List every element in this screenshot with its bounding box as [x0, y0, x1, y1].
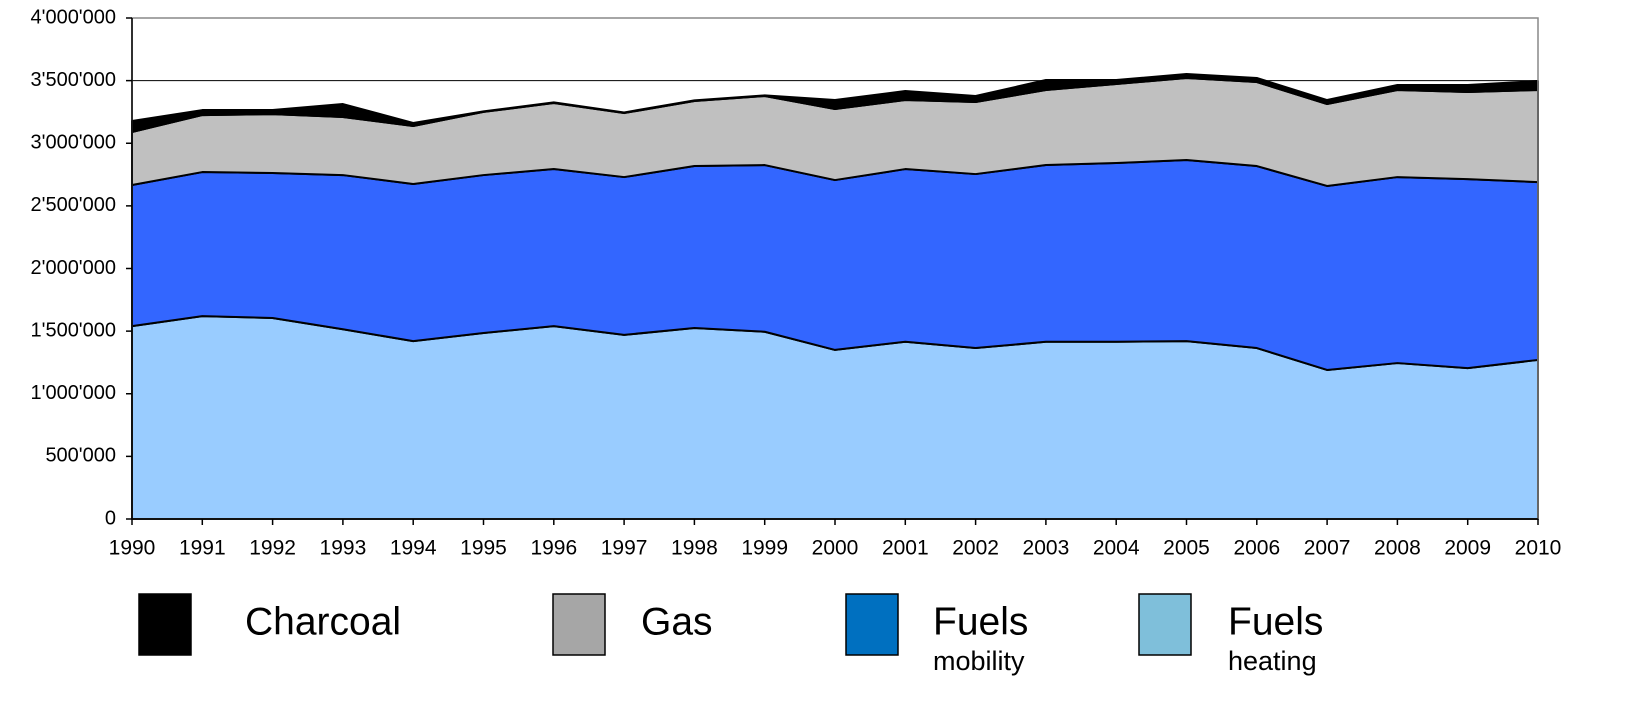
legend-sublabel: mobility	[933, 646, 1025, 676]
legend-label: Gas	[641, 600, 713, 643]
x-tick-label: 2007	[1304, 537, 1351, 560]
x-tick-label: 2001	[882, 537, 929, 560]
x-tick-label: 1991	[179, 537, 226, 560]
legend-swatch	[845, 593, 899, 656]
legend-label: Fuels	[933, 600, 1028, 643]
y-tick-label: 0	[105, 507, 116, 529]
legend-swatch	[138, 593, 192, 656]
x-tick-label: 1995	[460, 537, 507, 560]
x-tick-label: 1999	[741, 537, 788, 560]
legend-label: Fuels	[1228, 600, 1323, 643]
x-tick-label: 2010	[1515, 537, 1562, 560]
x-tick-label: 2009	[1444, 537, 1491, 560]
x-tick-label: 1993	[320, 537, 367, 560]
y-tick-label: 3'500'000	[31, 69, 117, 91]
x-tick-label: 2008	[1374, 537, 1421, 560]
y-tick-label: 2'000'000	[31, 257, 117, 279]
area	[131, 76, 1539, 187]
legend-swatch	[552, 593, 606, 656]
x-tick-label: 1992	[249, 537, 296, 560]
x-tick-label: 2004	[1093, 537, 1140, 560]
y-tick-label: 4'000'000	[31, 6, 117, 28]
x-tick-label: 1990	[109, 537, 156, 560]
y-tick-label: 1'000'000	[31, 382, 117, 404]
x-tick-label: 2002	[952, 537, 999, 560]
legend-label: Charcoal	[245, 600, 401, 643]
x-tick-label: 1994	[390, 537, 437, 560]
x-tick-label: 1998	[671, 537, 718, 560]
x-tick-label: 1996	[530, 537, 577, 560]
y-tick-label: 2'500'000	[31, 194, 117, 216]
y-tick-label: 500'000	[45, 445, 116, 467]
x-tick-label: 2000	[812, 537, 859, 560]
x-tick-label: 1997	[601, 537, 648, 560]
y-tick-label: 1'500'000	[31, 319, 117, 341]
x-tick-label: 2003	[1023, 537, 1070, 560]
legend-sublabel: heating	[1228, 646, 1317, 676]
x-tick-label: 2005	[1163, 537, 1210, 560]
legend-swatch	[1138, 593, 1192, 656]
x-tick-label: 2006	[1233, 537, 1280, 560]
y-tick-label: 3'000'000	[31, 132, 117, 154]
